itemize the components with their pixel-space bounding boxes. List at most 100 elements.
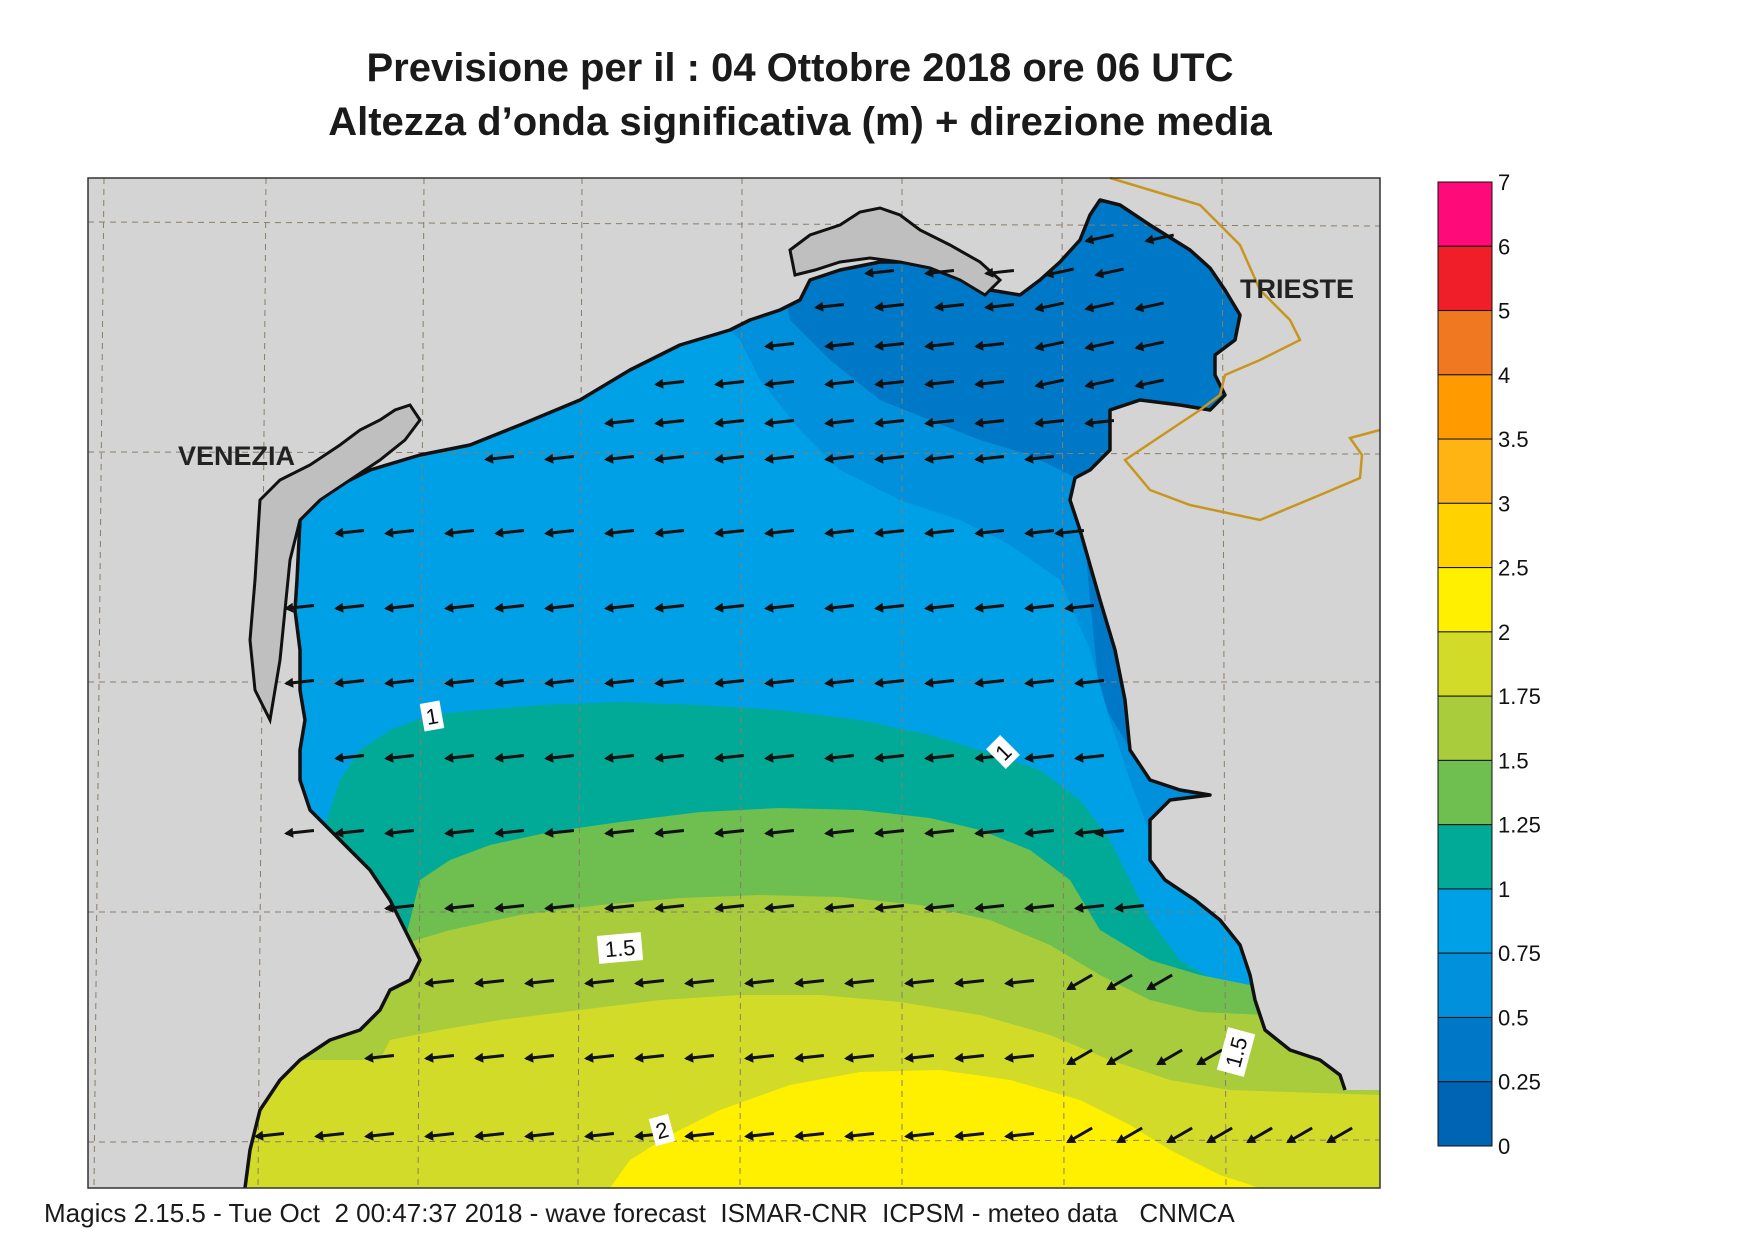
direction-arrow	[384, 602, 415, 613]
coastline-west	[243, 519, 422, 1189]
direction-arrow	[604, 453, 635, 464]
direction-arrow	[844, 1052, 875, 1063]
direction-arrow	[924, 827, 955, 838]
direction-arrow	[974, 527, 1005, 538]
direction-arrow	[1134, 340, 1165, 352]
direction-arrow	[654, 527, 685, 538]
direction-arrow	[714, 417, 745, 428]
legend-level-label: 4	[1498, 363, 1510, 388]
legend-swatch	[1437, 1081, 1493, 1147]
direction-arrow	[954, 1130, 985, 1141]
direction-arrow	[1004, 1130, 1035, 1141]
direction-arrow	[654, 902, 685, 913]
direction-arrow	[924, 267, 955, 278]
direction-arrow	[874, 340, 905, 351]
direction-arrow	[904, 977, 935, 988]
direction-arrow	[1094, 827, 1125, 838]
direction-arrow	[794, 977, 825, 988]
direction-arrow	[1024, 827, 1055, 838]
direction-arrow	[604, 602, 635, 613]
direction-arrow	[974, 378, 1005, 389]
direction-arrow	[1074, 752, 1105, 763]
direction-arrow	[744, 977, 775, 988]
direction-arrow	[1146, 973, 1173, 991]
legend-swatch	[1437, 181, 1493, 247]
direction-arrow	[604, 527, 635, 538]
direction-arrow	[984, 267, 1015, 278]
direction-arrow	[1024, 602, 1055, 613]
direction-arrow	[764, 527, 795, 538]
direction-arrow	[494, 827, 525, 838]
direction-arrow	[904, 1130, 935, 1141]
direction-arrow	[824, 827, 855, 838]
contour-label-1-5a: 1.5	[596, 932, 644, 964]
direction-arrow	[714, 527, 745, 538]
legend-swatch	[1437, 952, 1493, 1018]
direction-arrow	[1166, 1126, 1193, 1144]
map-title: Previsione per il : 04 Ottobre 2018 ore …	[366, 46, 1234, 90]
direction-arrow	[1114, 902, 1145, 913]
direction-arrow	[364, 1052, 395, 1063]
istria-island	[788, 206, 1003, 297]
venice-lagoon	[248, 403, 422, 725]
direction-arrow	[904, 1052, 935, 1063]
direction-arrow	[684, 1052, 715, 1063]
direction-arrow	[1246, 1126, 1273, 1144]
direction-arrow	[954, 1052, 985, 1063]
legend-level-label: 1.25	[1498, 813, 1541, 838]
direction-arrow	[924, 453, 955, 464]
direction-arrow	[864, 267, 895, 278]
contour-label-2: 2	[648, 1113, 676, 1147]
legend-swatch	[1437, 438, 1493, 504]
direction-arrow	[714, 752, 745, 763]
direction-arrow	[544, 902, 575, 913]
direction-arrow	[714, 677, 745, 688]
legend-swatch	[1437, 824, 1493, 890]
legend-level-label: 2	[1498, 620, 1510, 645]
svg-text:1: 1	[424, 703, 440, 730]
direction-arrow	[1326, 1126, 1353, 1144]
direction-arrow	[364, 1130, 395, 1141]
direction-arrow	[764, 602, 795, 613]
legend-level-label: 6	[1498, 234, 1510, 259]
venezia-label: VENEZIA	[178, 441, 295, 471]
direction-arrow	[474, 977, 505, 988]
direction-arrow	[844, 977, 875, 988]
direction-arrow	[794, 1130, 825, 1141]
direction-arrow	[284, 677, 315, 688]
direction-arrow	[874, 827, 905, 838]
direction-arrow	[824, 527, 855, 538]
direction-arrow	[924, 602, 955, 613]
direction-arrow	[874, 527, 905, 538]
direction-arrow	[794, 1052, 825, 1063]
legend-level-label: 1	[1498, 877, 1510, 902]
direction-arrow	[424, 1130, 455, 1141]
direction-arrow	[824, 677, 855, 688]
direction-arrow	[974, 902, 1005, 913]
direction-arrow	[1106, 1048, 1133, 1066]
legend-swatch	[1437, 631, 1493, 697]
direction-arrow	[1034, 340, 1065, 352]
direction-arrow	[764, 378, 795, 389]
legend-level-label: 0	[1498, 1134, 1510, 1159]
direction-arrow	[444, 677, 475, 688]
contour-label-1a: 1	[419, 700, 445, 732]
coastline	[298, 198, 1347, 1091]
direction-arrow	[714, 827, 745, 838]
direction-arrow	[1024, 677, 1055, 688]
direction-arrow	[874, 602, 905, 613]
legend-level-label: 1.5	[1498, 748, 1529, 773]
direction-arrow	[1064, 602, 1095, 613]
direction-arrow	[634, 977, 665, 988]
direction-arrow	[684, 977, 715, 988]
direction-arrow	[494, 527, 525, 538]
direction-arrow	[924, 902, 955, 913]
direction-arrow	[974, 602, 1005, 613]
direction-arrow	[974, 827, 1005, 838]
legend-swatch	[1437, 567, 1493, 633]
direction-arrow	[924, 677, 955, 688]
direction-arrow	[1106, 973, 1133, 991]
legend-level-label: 0.25	[1498, 1070, 1541, 1095]
direction-arrow	[874, 301, 905, 312]
direction-arrow	[494, 602, 525, 613]
